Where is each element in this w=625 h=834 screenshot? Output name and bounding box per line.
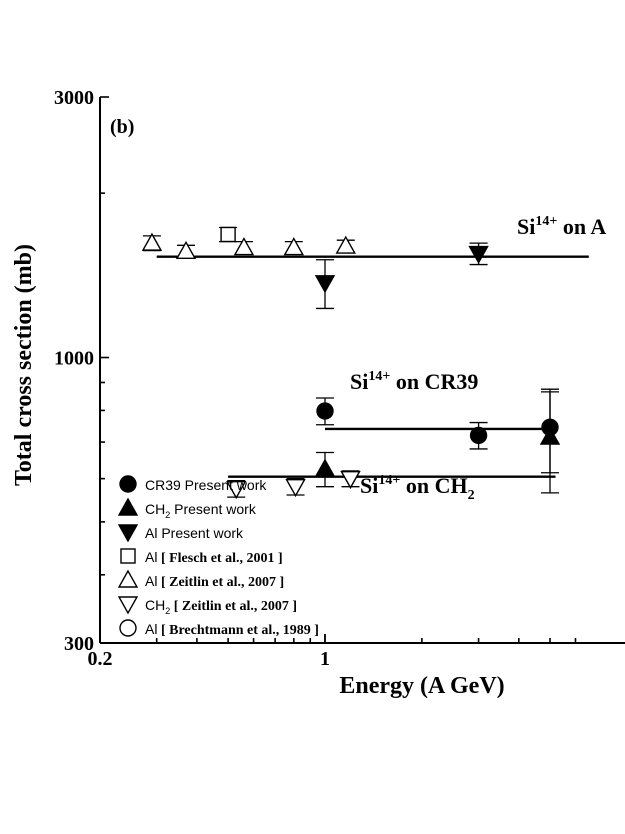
fit-label-text: on CR39 bbox=[390, 369, 478, 394]
legend-label: Al Present work bbox=[145, 525, 244, 541]
data-point bbox=[141, 232, 163, 251]
legend-label-main: Al bbox=[145, 549, 157, 565]
data-point bbox=[175, 240, 197, 260]
legend-marker bbox=[119, 475, 137, 493]
legend-label-subscript: 2 bbox=[165, 606, 170, 616]
x-axis-title: Energy (A GeV) bbox=[339, 673, 504, 699]
legend-marker bbox=[117, 524, 139, 543]
legend-label-main: CH bbox=[145, 597, 165, 613]
data-point bbox=[469, 426, 488, 445]
fit-label-superscript: 14+ bbox=[535, 214, 557, 229]
legend-label: CH2 Present work bbox=[145, 501, 257, 520]
data-point bbox=[314, 275, 336, 294]
legend-label-text: [ Brechtmann et al., 1989 ] bbox=[157, 623, 319, 638]
legend-label-text: [ Zeitlin et al., 2007 ] bbox=[157, 575, 284, 590]
data-point bbox=[285, 478, 306, 498]
legend-label-text: Present work bbox=[181, 477, 268, 493]
data-point bbox=[316, 402, 334, 420]
legend-marker bbox=[120, 548, 136, 564]
labels: Energy (A GeV) Total cross section (mb) (b… bbox=[11, 116, 606, 699]
legend-marker bbox=[117, 497, 139, 516]
data-point bbox=[335, 235, 356, 254]
data-point bbox=[220, 226, 236, 243]
data-point bbox=[539, 426, 561, 445]
data-point bbox=[340, 470, 361, 490]
legend-label-text: Present work bbox=[157, 525, 244, 541]
legend-label: Al [ Zeitlin et al., 2007 ] bbox=[145, 573, 284, 590]
fit-label: Si14+ on A bbox=[517, 214, 606, 239]
fit-lines bbox=[156, 255, 589, 478]
fit-label-text: on CH bbox=[400, 473, 467, 498]
data-point bbox=[226, 481, 247, 500]
x-tick-label: 0.2 bbox=[88, 648, 113, 670]
legend-label: Al [ Flesch et al., 2001 ] bbox=[145, 549, 283, 566]
legend-label: CR39 Present work bbox=[145, 477, 267, 493]
fit-label: Si14+ on CH2 bbox=[360, 473, 475, 503]
y-tick-label: 1000 bbox=[54, 348, 94, 370]
fit-label: Si14+ on CR39 bbox=[350, 369, 478, 394]
fit-label-main: Si bbox=[360, 473, 378, 498]
y-tick-label: 3000 bbox=[54, 87, 94, 109]
fit-label-subscript: 2 bbox=[468, 488, 475, 503]
data-point bbox=[468, 245, 489, 265]
legend-label-text: Present work bbox=[170, 501, 257, 517]
legend-label-text: [ Flesch et al., 2001 ] bbox=[157, 551, 282, 566]
y-axis-title: Total cross section (mb) bbox=[11, 244, 37, 486]
legend-marker bbox=[119, 619, 137, 637]
legend-label: Al [ Brechtmann et al., 1989 ] bbox=[145, 621, 319, 638]
legend-label-main: Al bbox=[145, 573, 157, 589]
legend-label-main: CR39 bbox=[145, 477, 181, 493]
axes: 300 1000 3000 0.2 1 bbox=[54, 87, 625, 670]
x-tick-label: 1 bbox=[320, 648, 330, 670]
fit-label-text: on A bbox=[557, 214, 606, 239]
legend-label-main: CH bbox=[145, 501, 165, 517]
legend-label-main: Al bbox=[145, 525, 157, 541]
data-point bbox=[233, 237, 255, 256]
data-point bbox=[314, 458, 336, 477]
data-point bbox=[283, 237, 305, 256]
legend-label-subscript: 2 bbox=[165, 510, 170, 520]
legend-marker bbox=[117, 596, 139, 615]
y-tick-label: 300 bbox=[64, 633, 94, 655]
legend-marker bbox=[117, 569, 139, 588]
panel-label: (b) bbox=[110, 116, 134, 138]
legend-label-main: Al bbox=[145, 621, 157, 637]
legend-label-text: [ Zeitlin et al., 2007 ] bbox=[170, 599, 297, 614]
data-points bbox=[141, 226, 561, 500]
fit-label-superscript: 14+ bbox=[368, 369, 390, 384]
fit-label-superscript: 14+ bbox=[378, 473, 400, 488]
legend-label: CH2 [ Zeitlin et al., 2007 ] bbox=[145, 597, 297, 616]
fit-label-main: Si bbox=[517, 214, 535, 239]
fit-label-main: Si bbox=[350, 369, 368, 394]
